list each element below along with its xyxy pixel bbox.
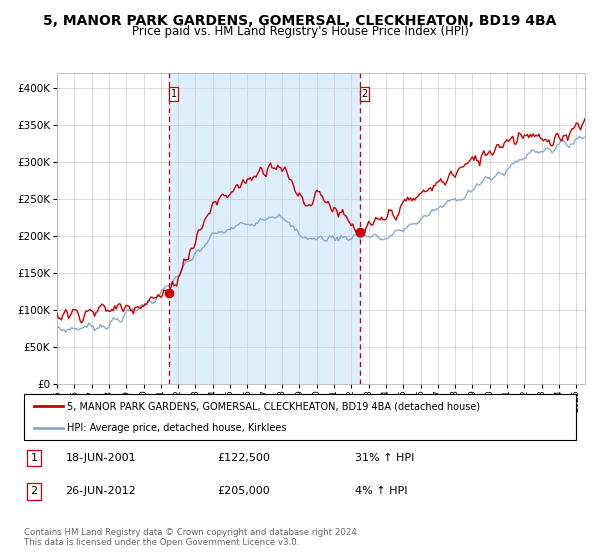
Text: 26-JUN-2012: 26-JUN-2012 [65, 487, 136, 496]
Text: £122,500: £122,500 [217, 453, 270, 463]
Text: Contains HM Land Registry data © Crown copyright and database right 2024.
This d: Contains HM Land Registry data © Crown c… [24, 528, 359, 547]
Bar [169, 73, 359, 384]
Text: 2: 2 [361, 89, 368, 99]
Text: 2: 2 [31, 487, 37, 496]
Text: 18-JUN-2001: 18-JUN-2001 [65, 453, 136, 463]
FancyBboxPatch shape [24, 394, 576, 440]
Text: 1: 1 [170, 89, 176, 99]
Text: 5, MANOR PARK GARDENS, GOMERSAL, CLECKHEATON, BD19 4BA (detached house): 5, MANOR PARK GARDENS, GOMERSAL, CLECKHE… [67, 401, 480, 411]
Text: Price paid vs. HM Land Registry's House Price Index (HPI): Price paid vs. HM Land Registry's House … [131, 25, 469, 38]
Text: 5, MANOR PARK GARDENS, GOMERSAL, CLECKHEATON, BD19 4BA: 5, MANOR PARK GARDENS, GOMERSAL, CLECKHE… [43, 14, 557, 28]
Text: 31% ↑ HPI: 31% ↑ HPI [355, 453, 415, 463]
Text: £205,000: £205,000 [217, 487, 270, 496]
Text: 4% ↑ HPI: 4% ↑ HPI [355, 487, 408, 496]
Text: HPI: Average price, detached house, Kirklees: HPI: Average price, detached house, Kirk… [67, 423, 287, 433]
Text: 1: 1 [31, 453, 37, 463]
